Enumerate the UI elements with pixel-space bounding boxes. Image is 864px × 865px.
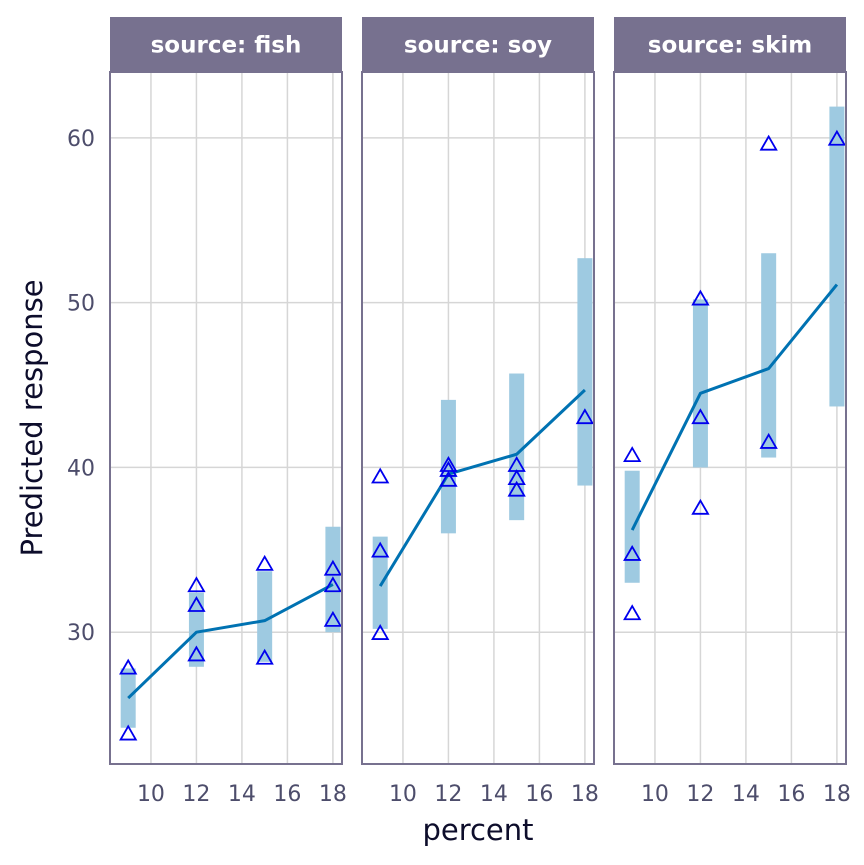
data-point-triangle [623,604,642,621]
confidence-interval-bar [829,106,845,407]
data-point-triangle [323,559,343,576]
facet-strip [614,17,846,72]
data-point-triangle [323,610,343,627]
x-tick-label: 12 [182,782,210,807]
x-tick-label: 18 [571,782,599,807]
confidence-interval-bar [692,299,708,468]
data-point-triangle [439,470,458,487]
x-tick-label: 18 [823,782,851,807]
chart-panels: source: fish 10 12 14 16 18 source: soy 10 12 14 1… [109,17,851,807]
x-tick-label: 10 [137,782,165,807]
y-tick-label: 40 [67,456,95,481]
panel-border [613,71,847,765]
data-point-triangle [371,624,390,640]
predicted-line [630,283,839,531]
data-point-triangle [119,724,138,741]
data-point-triangle [371,541,390,558]
facet-strip-label: source: soy [404,33,552,59]
facet-panel: source: soy 10 12 14 16 18 [361,17,599,807]
facet-panel: source: fish 10 12 14 16 18 [109,17,347,807]
data-point-triangle [691,498,710,515]
data-point-triangle [439,460,458,477]
data-point-triangle [187,645,206,662]
facet-strip-label: source: fish [151,33,302,59]
facet-strip [362,17,594,72]
y-tick-label: 30 [67,621,95,646]
x-tick-label: 12 [686,782,714,807]
data-point-triangle [323,576,343,593]
data-point-triangle [827,129,847,146]
confidence-interval-bar [372,536,388,629]
data-point-triangle [623,544,642,561]
facet-strip-label: source: skim [648,33,812,59]
x-tick-label: 14 [480,782,508,807]
x-tick-label: 16 [525,782,553,807]
x-tick-label: 14 [228,782,256,807]
y-tick-label: 60 [67,127,95,152]
confidence-interval-bar [761,253,777,458]
x-axis-title: percent [422,813,533,847]
confidence-interval-bar [440,399,456,534]
x-tick-label: 16 [273,782,301,807]
data-point-triangle [119,658,138,675]
data-point-triangle [507,480,526,497]
x-tick-label: 10 [389,782,417,807]
facet-strip [110,17,342,72]
data-point-triangle [255,648,274,665]
data-point-triangle [759,134,778,151]
predicted-line [127,583,334,700]
data-point-triangle [759,432,778,449]
panel-border [361,71,595,765]
confidence-interval-bar [257,571,273,662]
confidence-interval-bar [577,258,593,486]
y-tick-label: 50 [67,292,95,317]
x-tick-label: 10 [641,782,669,807]
facet-panel: source: skim 10 12 14 16 18 [613,17,851,807]
confidence-interval-bar [509,373,525,521]
data-point-triangle [371,467,390,484]
predicted-line [378,388,586,587]
y-axis-title: Predicted response [15,279,49,556]
x-tick-label: 14 [732,782,760,807]
x-tick-label: 16 [777,782,805,807]
data-point-triangle [575,408,595,425]
y-axis-tick-labels: 30 40 50 60 [67,127,95,646]
data-point-triangle [187,576,206,593]
data-point-triangle [255,554,274,571]
data-point-triangle [623,446,642,462]
data-point-triangle [691,408,710,425]
x-tick-label: 18 [319,782,347,807]
x-tick-label: 12 [434,782,462,807]
data-point-triangle [187,596,206,612]
data-point-triangle [691,289,710,306]
panel-border [109,71,343,765]
